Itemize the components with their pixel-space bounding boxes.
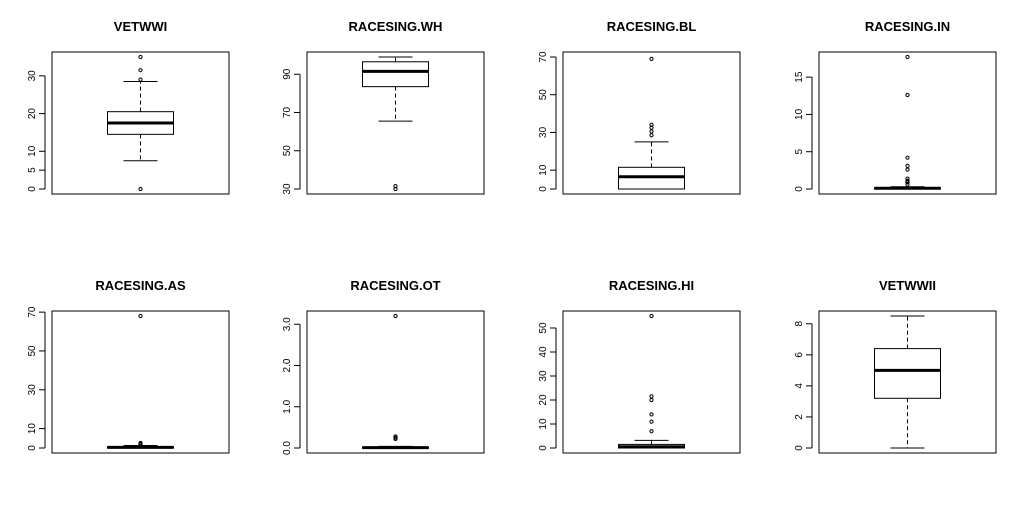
plot-frame (818, 51, 997, 195)
outlier-point (649, 397, 654, 403)
y-tick-label: 6 (794, 352, 805, 358)
boxplot-panel: RACESING.AS 0 10 30 50 70 (27, 278, 230, 454)
outlier-point (649, 394, 654, 399)
chart-title: RACESING.BL (607, 19, 697, 34)
y-tick-label: 40 (538, 346, 549, 358)
y-tick-label: 5 (27, 167, 38, 173)
outlier-point (649, 419, 654, 424)
y-tick-label: 15 (794, 71, 805, 83)
outlier-point (905, 163, 910, 168)
outlier-point (905, 180, 910, 185)
outlier-point (905, 178, 910, 183)
y-tick-label: 30 (538, 370, 549, 382)
y-tick-label: 5 (794, 148, 805, 154)
y-tick-label: 0 (538, 186, 549, 192)
chart-title: RACESING.IN (865, 19, 950, 34)
chart-title: VETWWII (879, 278, 936, 293)
y-tick-label: 70 (282, 106, 293, 118)
y-tick-label: 0 (27, 186, 38, 192)
y-tick-label: 20 (538, 394, 549, 406)
y-tick-label: 50 (538, 89, 549, 101)
outlier-point (905, 182, 910, 187)
y-tick-label: 50 (282, 145, 293, 157)
outlier-point (905, 155, 910, 160)
iqr-box (874, 348, 941, 399)
plot-frame (51, 310, 230, 454)
boxplot-panel: RACESING.WH 30 50 70 90 (282, 19, 485, 195)
y-tick-label: 0 (794, 186, 805, 192)
outlier-point (138, 313, 143, 319)
outlier-point (393, 184, 398, 189)
y-tick-label: 2 (794, 414, 805, 420)
y-tick-label: 0 (538, 445, 549, 451)
y-tick-label: 0 (794, 445, 805, 451)
iqr-box (362, 61, 429, 88)
y-tick-label: 30 (538, 126, 549, 138)
y-tick-label: 10 (538, 164, 549, 176)
y-tick-label: 50 (538, 322, 549, 334)
boxplot-panel: VETWWI 0 5 10 20 30 (27, 19, 230, 195)
outlier-point (393, 313, 398, 319)
plot-frame (306, 51, 485, 195)
y-tick-label: 10 (27, 423, 38, 435)
boxplot-panel: VETWWII 0 2 4 6 8 (794, 278, 997, 454)
chart-title: VETWWI (114, 19, 167, 34)
y-tick-label: 3.0 (282, 317, 293, 331)
boxplot-panel: RACESING.IN 0 5 10 15 (794, 19, 997, 195)
outlier-point (138, 54, 143, 60)
outlier-point (649, 313, 654, 319)
outlier-point (905, 167, 910, 172)
outlier-point (649, 129, 654, 134)
y-tick-label: 30 (282, 183, 293, 195)
outlier-point (649, 429, 654, 434)
chart-title: RACESING.AS (95, 278, 186, 293)
boxplot-panel: RACESING.BL 0 10 30 50 70 (538, 19, 741, 195)
boxplot-panel: RACESING.OT 0.0 1.0 2.0 3.0 (282, 278, 485, 455)
y-tick-label: 30 (27, 70, 38, 82)
y-tick-label: 4 (794, 383, 805, 389)
y-tick-label: 70 (27, 306, 38, 318)
outlier-point (649, 122, 654, 127)
outlier-point (138, 440, 143, 446)
y-tick-label: 0 (27, 445, 38, 451)
outlier-point (905, 54, 910, 60)
y-tick-label: 30 (27, 384, 38, 396)
y-tick-label: 0.0 (282, 441, 293, 455)
y-tick-label: 90 (282, 68, 293, 80)
y-tick-label: 2.0 (282, 358, 293, 372)
outlier-point (649, 133, 654, 138)
y-tick-label: 70 (538, 51, 549, 63)
chart-title: RACESING.OT (350, 278, 440, 293)
y-tick-label: 1.0 (282, 399, 293, 413)
y-tick-label: 10 (27, 145, 38, 157)
outlier-point (649, 56, 654, 61)
y-tick-label: 20 (27, 108, 38, 120)
plot-frame (306, 310, 485, 454)
y-tick-label: 50 (27, 345, 38, 357)
y-tick-label: 10 (794, 108, 805, 120)
y-tick-label: 10 (538, 418, 549, 430)
outlier-point (905, 176, 910, 181)
plot-frame (51, 51, 230, 195)
plot-frame (562, 310, 741, 454)
plot-frame (818, 310, 997, 454)
y-tick-label: 8 (794, 321, 805, 327)
boxplot-panel: RACESING.HI 0 10 20 30 40 50 (538, 278, 741, 454)
chart-title: RACESING.WH (349, 19, 443, 34)
outlier-point (138, 186, 143, 192)
chart-title: RACESING.HI (609, 278, 694, 293)
outlier-point (905, 92, 910, 98)
outlier-point (138, 68, 143, 73)
outlier-point (393, 434, 398, 439)
outlier-point (138, 77, 143, 82)
plot-frame (562, 51, 741, 195)
outlier-point (649, 412, 654, 417)
